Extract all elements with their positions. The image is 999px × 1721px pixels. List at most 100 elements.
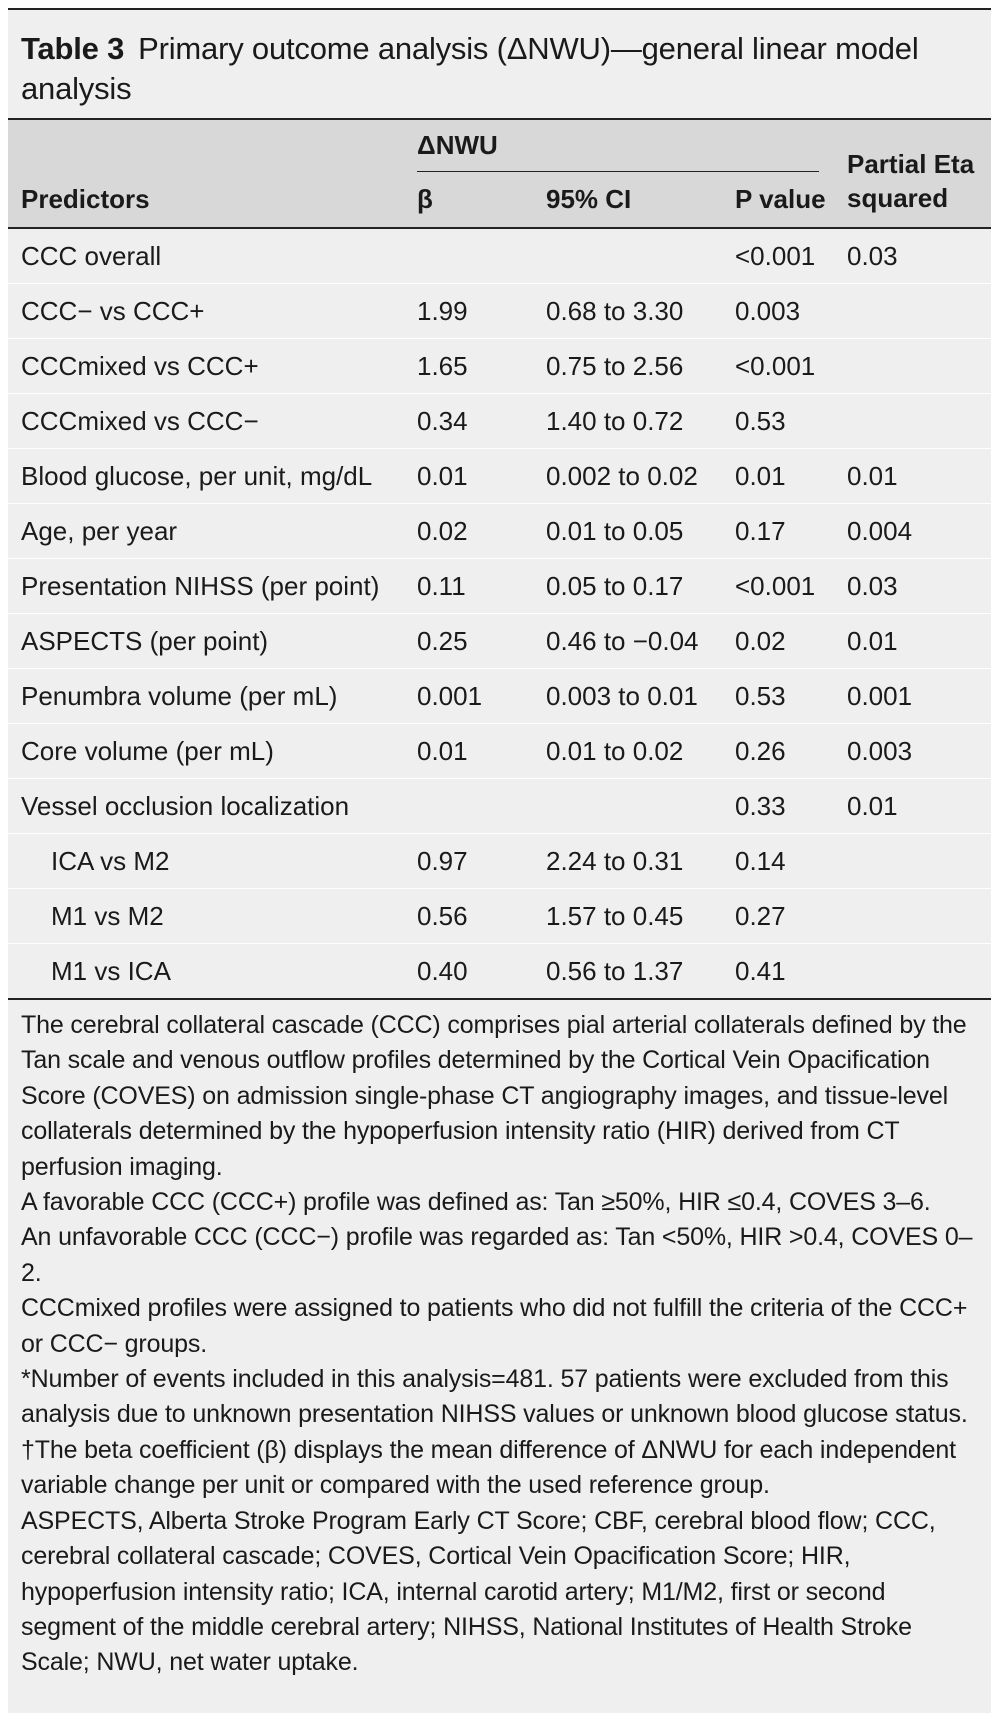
cell-p-value: 0.41 — [735, 955, 786, 986]
cell-eta — [847, 393, 991, 449]
cell-predictor: CCCmixed vs CCC+ — [8, 338, 417, 394]
header-p-value: P value — [735, 184, 826, 214]
table-row: M1 vs M2 0.56 1.57 to 0.45 0.27 — [8, 888, 991, 944]
table-body: CCC overall <0.001 0.03 CCC− vs CCC+ 1.99 0.6… — [8, 228, 991, 998]
footnote-ccc-definition: The cerebral collateral cascade (CCC) co… — [21, 1011, 967, 1181]
table-row: CCCmixed vs CCC− 0.34 1.40 to 0.72 0.53 — [8, 393, 991, 449]
table-figure: Table 3 Primary outcome analysis (ΔNWU)—g… — [8, 8, 991, 1713]
table-row: CCC overall <0.001 0.03 — [8, 228, 991, 284]
cell-ci — [546, 778, 735, 834]
cell-beta: 0.34 — [417, 393, 546, 449]
table-row: CCC− vs CCC+ 1.99 0.68 to 3.30 0.003 — [8, 283, 991, 339]
cell-predictor: Blood glucose, per unit, mg/dL — [8, 448, 417, 504]
cell-predictor: ICA vs M2 — [8, 833, 417, 889]
cell-p-value: <0.001 — [735, 338, 847, 394]
cell-p-value: <0.001 — [735, 228, 847, 284]
header-dnwu-group: ΔNWU — [417, 119, 847, 172]
cell-predictor: ASPECTS (per point) — [8, 613, 417, 669]
table-row: Vessel occlusion localization 0.33 0.01 — [8, 778, 991, 834]
cell-beta: 0.97 — [417, 833, 546, 889]
table-row: M1 vs ICA 0.40 0.56 to 1.37 0.41 — [8, 944, 991, 999]
table-caption: Primary outcome analysis (ΔNWU)—general … — [21, 31, 919, 106]
cell-eta: 0.03 — [847, 228, 991, 284]
cell-p-value: 0.53 — [735, 393, 847, 449]
table-row: Core volume (per mL) 0.01 0.01 to 0.02 0.26… — [8, 723, 991, 779]
footnote-unfavorable: An unfavorable CCC (CCC−) profile was re… — [21, 1223, 973, 1287]
cell-ci — [546, 228, 735, 284]
cell-eta — [847, 944, 991, 999]
table-row: Blood glucose, per unit, mg/dL 0.01 0.002 … — [8, 448, 991, 504]
footnote-abbreviations: ASPECTS, Alberta Stroke Program Early CT… — [21, 1506, 936, 1677]
cell-p-value: <0.001 — [735, 558, 847, 614]
cell-predictor: Age, per year — [8, 503, 417, 559]
header-eta: Partial Eta squared — [847, 149, 975, 213]
cell-p-value: 0.53 — [735, 668, 847, 724]
cell-ci: 2.24 to 0.31 — [546, 833, 735, 889]
cell-eta: 0.004 — [847, 503, 991, 559]
cell-ci: 0.003 to 0.01 — [546, 668, 735, 724]
table-number: Table 3 — [21, 31, 125, 66]
cell-eta: 0.001 — [847, 668, 991, 724]
cell-predictor: CCCmixed vs CCC− — [8, 393, 417, 449]
cell-eta — [847, 283, 991, 339]
cell-ci: 0.002 to 0.02 — [546, 448, 735, 504]
footnote-mixed: CCCmixed profiles were assigned to patie… — [21, 1294, 968, 1358]
cell-beta: 0.02 — [417, 503, 546, 559]
cell-beta — [417, 228, 546, 284]
cell-p-value: 0.26 — [735, 723, 847, 779]
cell-beta: 1.65 — [417, 338, 546, 394]
table-header: Predictors ΔNWU Partial Eta squared β 95… — [8, 119, 991, 228]
header-beta: β — [417, 184, 433, 214]
cell-ci: 0.05 to 0.17 — [546, 558, 735, 614]
cell-p-value: 0.14 — [735, 833, 847, 889]
footnote-beta: †The beta coefficient (β) displays the m… — [21, 1435, 956, 1500]
cell-beta: 0.01 — [417, 448, 546, 504]
table-row: ASPECTS (per point) 0.25 0.46 to −0.04 0.02… — [8, 613, 991, 669]
header-ci: 95% CI — [546, 184, 632, 214]
cell-ci: 1.57 to 0.45 — [546, 888, 735, 944]
cell-ci: 0.56 to 1.37 — [546, 955, 684, 986]
cell-eta — [847, 833, 991, 889]
cell-p-value: 0.01 — [735, 448, 847, 504]
cell-ci: 0.01 to 0.05 — [546, 503, 735, 559]
cell-ci: 0.68 to 3.30 — [546, 283, 735, 339]
cell-beta: 0.25 — [417, 613, 546, 669]
table-row: Presentation NIHSS (per point) 0.11 0.05 t… — [8, 558, 991, 614]
footnote-events: *Number of events included in this analy… — [21, 1365, 968, 1429]
cell-ci: 0.75 to 2.56 — [546, 338, 735, 394]
cell-predictor: M1 vs ICA — [51, 955, 171, 986]
cell-eta: 0.03 — [847, 558, 991, 614]
cell-eta: 0.003 — [847, 723, 991, 779]
cell-beta: 0.001 — [417, 668, 546, 724]
cell-beta: 0.01 — [417, 723, 546, 779]
cell-beta — [417, 778, 546, 834]
footnote-favorable: A favorable CCC (CCC+) profile was defin… — [21, 1188, 931, 1217]
cell-p-value: 0.33 — [735, 778, 847, 834]
cell-predictor: Presentation NIHSS (per point) — [8, 558, 417, 614]
cell-p-value: 0.17 — [735, 503, 847, 559]
cell-eta: 0.01 — [847, 778, 991, 834]
results-table: Predictors ΔNWU Partial Eta squared β 95… — [8, 118, 991, 998]
table-row: Age, per year 0.02 0.01 to 0.05 0.17 0.004 — [8, 503, 991, 559]
table-title: Table 3 Primary outcome analysis (ΔNWU)—g… — [8, 8, 991, 118]
cell-beta: 1.99 — [417, 283, 546, 339]
cell-eta — [847, 888, 991, 944]
cell-p-value: 0.003 — [735, 283, 847, 339]
cell-predictor: CCC overall — [8, 228, 417, 284]
table-row: CCCmixed vs CCC+ 1.65 0.75 to 2.56 <0.001 — [8, 338, 991, 394]
table-footnotes: The cerebral collateral cascade (CCC) co… — [8, 998, 991, 1691]
header-dnwu-label: ΔNWU — [417, 130, 819, 172]
cell-predictor: Penumbra volume (per mL) — [8, 668, 417, 724]
cell-eta: 0.01 — [847, 448, 991, 504]
cell-predictor: CCC− vs CCC+ — [8, 283, 417, 339]
cell-ci: 0.01 to 0.02 — [546, 723, 735, 779]
header-predictors: Predictors — [21, 184, 150, 214]
cell-eta: 0.01 — [847, 613, 991, 669]
cell-eta — [847, 338, 991, 394]
cell-beta: 0.11 — [417, 558, 546, 614]
cell-p-value: 0.27 — [735, 888, 847, 944]
cell-predictor: Vessel occlusion localization — [8, 778, 417, 834]
cell-beta: 0.56 — [417, 888, 546, 944]
cell-predictor: Core volume (per mL) — [8, 723, 417, 779]
cell-ci: 0.46 to −0.04 — [546, 613, 735, 669]
